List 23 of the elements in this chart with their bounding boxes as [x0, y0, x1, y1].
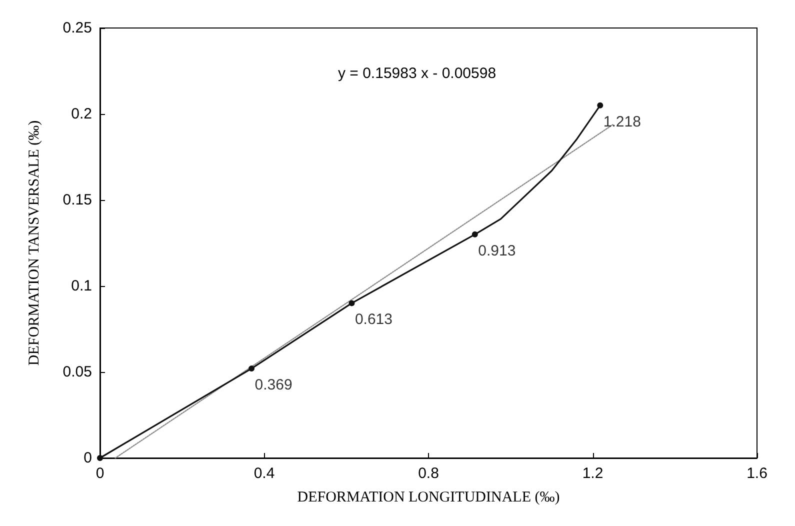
- point: [348, 300, 355, 306]
- y-tick-label: 0.05: [62, 364, 92, 380]
- x-tick-label: 1.2: [582, 465, 604, 482]
- y-tick-label: 0.15: [62, 192, 92, 208]
- y-tick-label: 0: [84, 450, 92, 466]
- y-tick-label: 0.25: [62, 20, 92, 36]
- x-tick-label: 0.8: [418, 465, 439, 482]
- x-axis-title: DEFORMATION LONGITUDINALE (‰): [297, 490, 560, 506]
- annotation: 0.369: [254, 376, 292, 394]
- x-tick-label: 0: [96, 465, 104, 482]
- point: [597, 102, 604, 108]
- annotation: 0.913: [478, 242, 516, 260]
- y-tick-label: 0.1: [71, 278, 92, 294]
- annotation: y = 0.15983 x - 0.00598: [338, 65, 496, 82]
- annotation: 1.218: [603, 113, 641, 130]
- annotation: 0.613: [354, 311, 392, 328]
- y-axis-title: DEFORMATION TANSVERSALE (‰): [26, 120, 42, 366]
- y-tick-label: 0.2: [71, 106, 92, 122]
- point: [472, 231, 478, 238]
- x-tick-label: 0.4: [254, 465, 275, 482]
- point: [248, 366, 255, 372]
- point: [97, 455, 103, 461]
- x-tick-label: 1.6: [746, 465, 768, 482]
